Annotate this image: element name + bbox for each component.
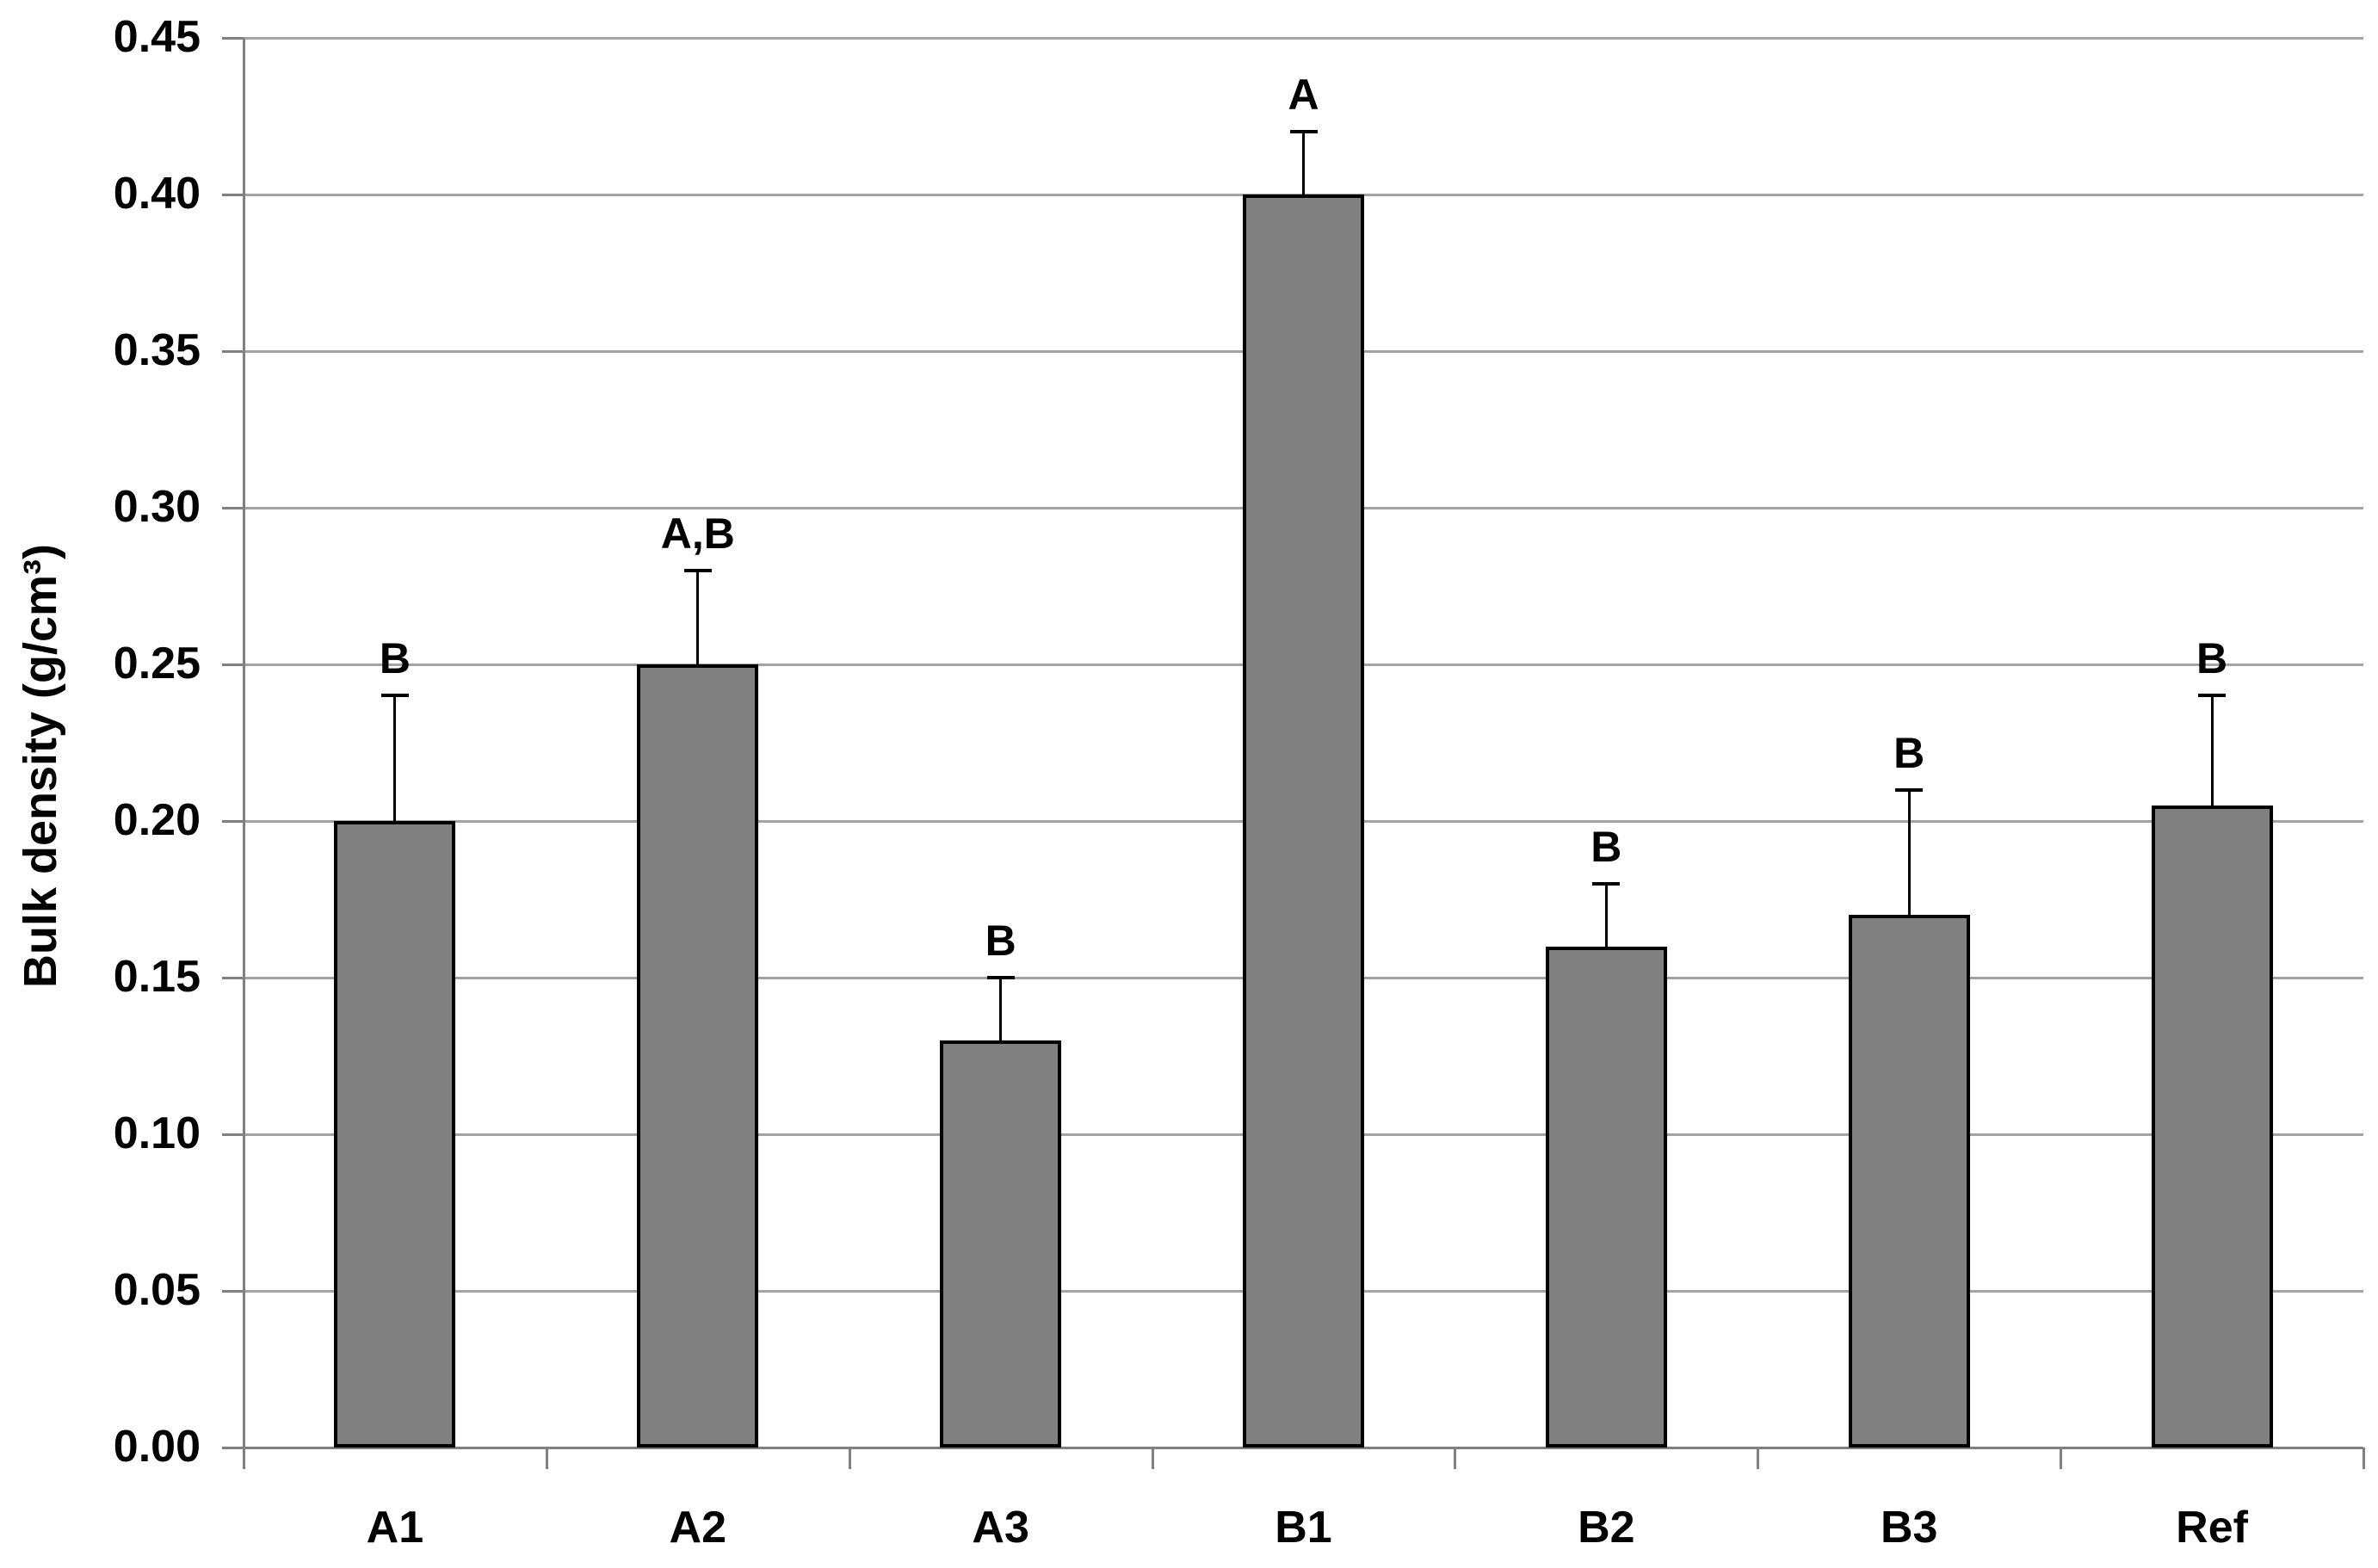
x-category-label: A1 [366, 1503, 424, 1553]
y-axis-tick [222, 1290, 244, 1293]
x-category-label: B3 [1880, 1503, 1938, 1553]
y-axis-tick [222, 1133, 244, 1136]
y-tick-label: 0.10 [113, 1108, 201, 1158]
error-bar-stem [2210, 695, 2214, 806]
y-axis-tick [222, 664, 244, 666]
error-bar-cap [683, 568, 712, 572]
error-bar-cap [1592, 881, 1621, 886]
error-bar-cap [2198, 694, 2227, 698]
error-bar-stem [999, 978, 1003, 1040]
x-axis-tick [545, 1448, 548, 1469]
x-axis-tick [2363, 1448, 2365, 1469]
bar [2151, 805, 2273, 1448]
bar [334, 821, 456, 1448]
error-bar-stem [1604, 883, 1608, 947]
x-axis-tick [243, 1448, 245, 1469]
significance-label: A,B [660, 509, 735, 558]
gridline [244, 37, 2363, 40]
y-axis-tick [222, 977, 244, 979]
x-category-label: A3 [972, 1503, 1029, 1553]
y-axis-tick [222, 194, 244, 196]
bar [940, 1040, 1062, 1448]
error-bar-stem [393, 695, 397, 821]
y-tick-label: 0.40 [113, 169, 201, 219]
error-bar-stem [1302, 132, 1305, 194]
significance-label: A [1288, 71, 1319, 120]
significance-label: B [379, 634, 411, 683]
bar [1848, 915, 1970, 1448]
significance-label: B [1893, 728, 1925, 777]
x-axis-tick [1757, 1448, 1760, 1469]
x-category-label: B1 [1275, 1503, 1332, 1553]
y-axis-tick [222, 350, 244, 353]
error-bar-cap [1289, 130, 1318, 134]
y-tick-label: 0.15 [113, 952, 201, 1002]
error-bar-stem [1907, 789, 1911, 916]
y-axis-tick [222, 507, 244, 509]
significance-label: B [1590, 822, 1622, 871]
error-bar-stem [696, 570, 700, 664]
significance-label: B [985, 917, 1016, 965]
x-category-label: B2 [1578, 1503, 1635, 1553]
y-axis-tick [222, 820, 244, 823]
y-axis-line [243, 38, 245, 1469]
y-axis-tick [222, 37, 244, 40]
x-axis-line [222, 1447, 2363, 1449]
bar [637, 664, 759, 1448]
y-tick-label: 0.35 [113, 325, 201, 375]
x-axis-tick [848, 1448, 851, 1469]
x-axis-tick [2060, 1448, 2063, 1469]
significance-label: B [2196, 634, 2228, 683]
error-bar-cap [986, 976, 1015, 979]
x-axis-tick [1454, 1448, 1457, 1469]
x-category-label: A2 [669, 1503, 727, 1553]
y-tick-label: 0.05 [113, 1265, 201, 1315]
y-tick-label: 0.45 [113, 12, 201, 62]
bar [1243, 194, 1364, 1448]
y-tick-label: 0.30 [113, 482, 201, 532]
error-bar-cap [380, 694, 409, 698]
error-bar-cap [1895, 787, 1924, 792]
y-tick-label: 0.00 [113, 1422, 201, 1472]
x-axis-tick [1151, 1448, 1154, 1469]
x-category-label: Ref [2176, 1503, 2248, 1553]
y-tick-label: 0.20 [113, 795, 201, 845]
y-tick-label: 0.25 [113, 639, 201, 688]
bar [1545, 946, 1667, 1448]
